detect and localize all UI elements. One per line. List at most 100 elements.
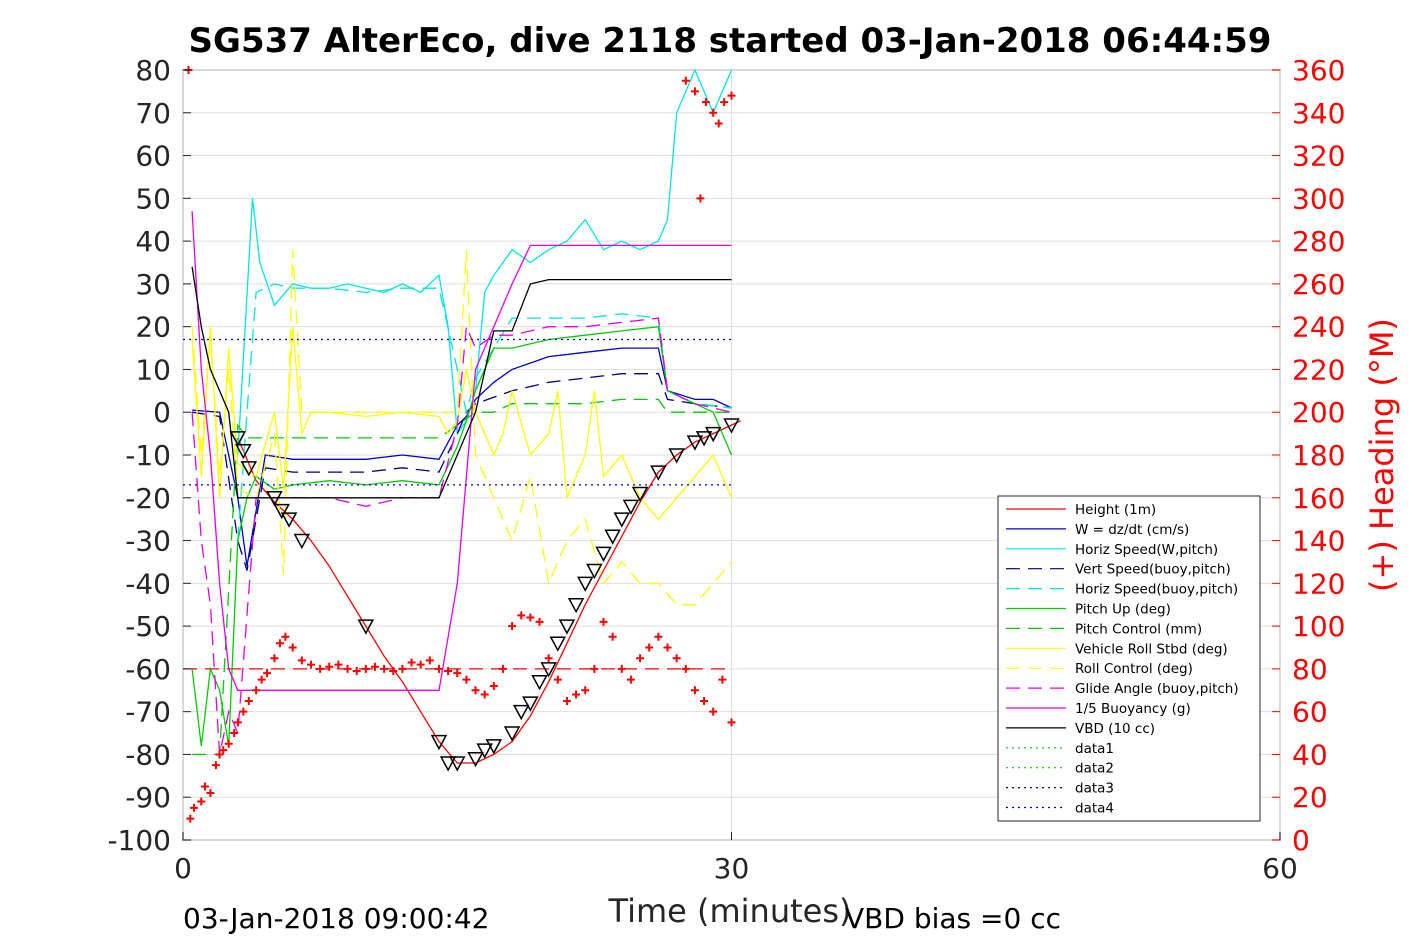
heading-point <box>553 675 562 684</box>
legend-box <box>997 495 1261 822</box>
heading-point <box>720 98 729 107</box>
waypoint-marker <box>686 435 704 451</box>
heading-point <box>626 675 635 684</box>
legend-label: data4 <box>1075 801 1114 817</box>
heading-point <box>701 98 710 107</box>
series-line-6 <box>192 398 732 756</box>
y-right-tick-label: 240 <box>1292 311 1345 344</box>
heading-point <box>380 664 389 673</box>
y-tick-label: 30 <box>135 268 171 301</box>
heading-point <box>224 739 233 748</box>
heading-point <box>206 788 215 797</box>
waypoint-marker <box>522 696 539 712</box>
waypoint-marker <box>595 546 612 562</box>
x-tick-label: 0 <box>174 852 192 885</box>
heading-point <box>700 696 709 705</box>
heading-point <box>581 686 590 695</box>
series-line-8 <box>191 249 732 606</box>
legend-label: Horiz Speed(buoy,pitch) <box>1075 582 1238 598</box>
heading-point <box>370 662 379 671</box>
x-axis-label: Time (minutes) <box>608 892 852 930</box>
legend-label: Vehicle Roll Stbd (deg) <box>1075 641 1228 657</box>
y-tick-label: -60 <box>125 653 171 686</box>
heading-point <box>352 667 361 676</box>
heading-point <box>645 643 654 652</box>
y-right-tick-label: 300 <box>1292 182 1345 215</box>
heading-point <box>244 696 253 705</box>
heading-point <box>654 632 663 641</box>
waypoint-marker <box>567 597 585 614</box>
waypoint-marker <box>476 743 493 759</box>
waypoint-marker <box>604 529 621 545</box>
heading-point <box>215 750 224 759</box>
y-tick-label: -100 <box>107 824 171 857</box>
waypoint-marker <box>586 563 603 580</box>
y-axis-right-label: (+) Heading (°M) <box>1363 318 1401 592</box>
y-tick-label: -20 <box>125 482 171 515</box>
legend-label: 1/5 Buoyancy (g) <box>1075 701 1191 717</box>
y-tick-label: -10 <box>125 439 171 472</box>
y-right-tick-label: 80 <box>1292 653 1328 686</box>
x-axis: 0 30 60 <box>174 832 1298 885</box>
y-tick-label: -80 <box>125 738 171 771</box>
series-line-3 <box>191 373 732 571</box>
legend-label: Vert Speed(buoy,pitch) <box>1075 562 1231 578</box>
heading-point <box>252 686 261 695</box>
heading-point <box>316 664 325 673</box>
legend-label: Roll Control (deg) <box>1075 661 1193 677</box>
waypoint-marker <box>576 576 594 592</box>
y-right-tick-label: 20 <box>1292 781 1328 814</box>
waypoint-marker <box>485 739 503 755</box>
heading-point <box>672 654 681 663</box>
chart-title: SG537 AlterEco, dive 2118 started 03-Jan… <box>189 21 1272 61</box>
y-right-tick-label: 260 <box>1292 268 1345 301</box>
heading-point <box>263 669 272 678</box>
waypoint-marker <box>531 674 548 691</box>
heading-point <box>434 664 443 673</box>
waypoint-marker <box>723 418 740 434</box>
heading-point <box>696 194 705 203</box>
waypoint-marker <box>467 751 484 768</box>
heading-point <box>325 662 334 671</box>
heading-point <box>239 707 248 716</box>
y-right-tick-label: 60 <box>1292 696 1328 729</box>
y-right-tick-label: 320 <box>1292 140 1345 173</box>
y-tick-label: -30 <box>125 525 171 558</box>
waypoint-marker <box>293 533 311 550</box>
y-tick-label: 70 <box>135 97 171 130</box>
y-right-tick-label: 100 <box>1292 610 1345 643</box>
waypoint-marker <box>448 756 466 772</box>
series-line-1 <box>192 347 732 567</box>
waypoint-marker <box>549 636 567 652</box>
legend-label: Horiz Speed(W,pitch) <box>1075 542 1218 558</box>
heading-point <box>219 746 228 755</box>
heading-point <box>690 87 699 96</box>
heading-point <box>471 686 480 695</box>
waypoint-marker <box>695 431 713 447</box>
heading-point <box>690 686 699 695</box>
heading-point <box>275 639 284 648</box>
y-tick-label: 50 <box>135 182 171 215</box>
y-right-tick-label: 160 <box>1292 482 1345 515</box>
series-line-7 <box>191 326 733 521</box>
heading-point <box>727 718 736 727</box>
legend: Height (1m) W = dz/dt (cm/s) Horiz Speed(W… <box>997 495 1261 822</box>
y-right-tick-label: 40 <box>1292 738 1328 771</box>
y-right-tick-label: 280 <box>1292 225 1345 258</box>
heading-point <box>361 664 370 673</box>
waypoint-marker <box>512 704 530 721</box>
heading-point <box>186 814 195 823</box>
heading-point <box>535 617 544 626</box>
y-tick-label: -70 <box>125 696 171 729</box>
waypoint-marker <box>558 619 576 635</box>
series-group <box>183 66 741 823</box>
heading-point <box>389 667 398 676</box>
heading-point <box>444 667 453 676</box>
y-tick-label: 60 <box>135 140 171 173</box>
heading-point <box>200 782 209 791</box>
waypoint-marker <box>280 512 298 528</box>
heading-point <box>663 643 672 652</box>
y-tick-label: 10 <box>135 353 171 386</box>
legend-label: Pitch Up (deg) <box>1075 602 1171 618</box>
waypoint-marker <box>668 448 685 464</box>
